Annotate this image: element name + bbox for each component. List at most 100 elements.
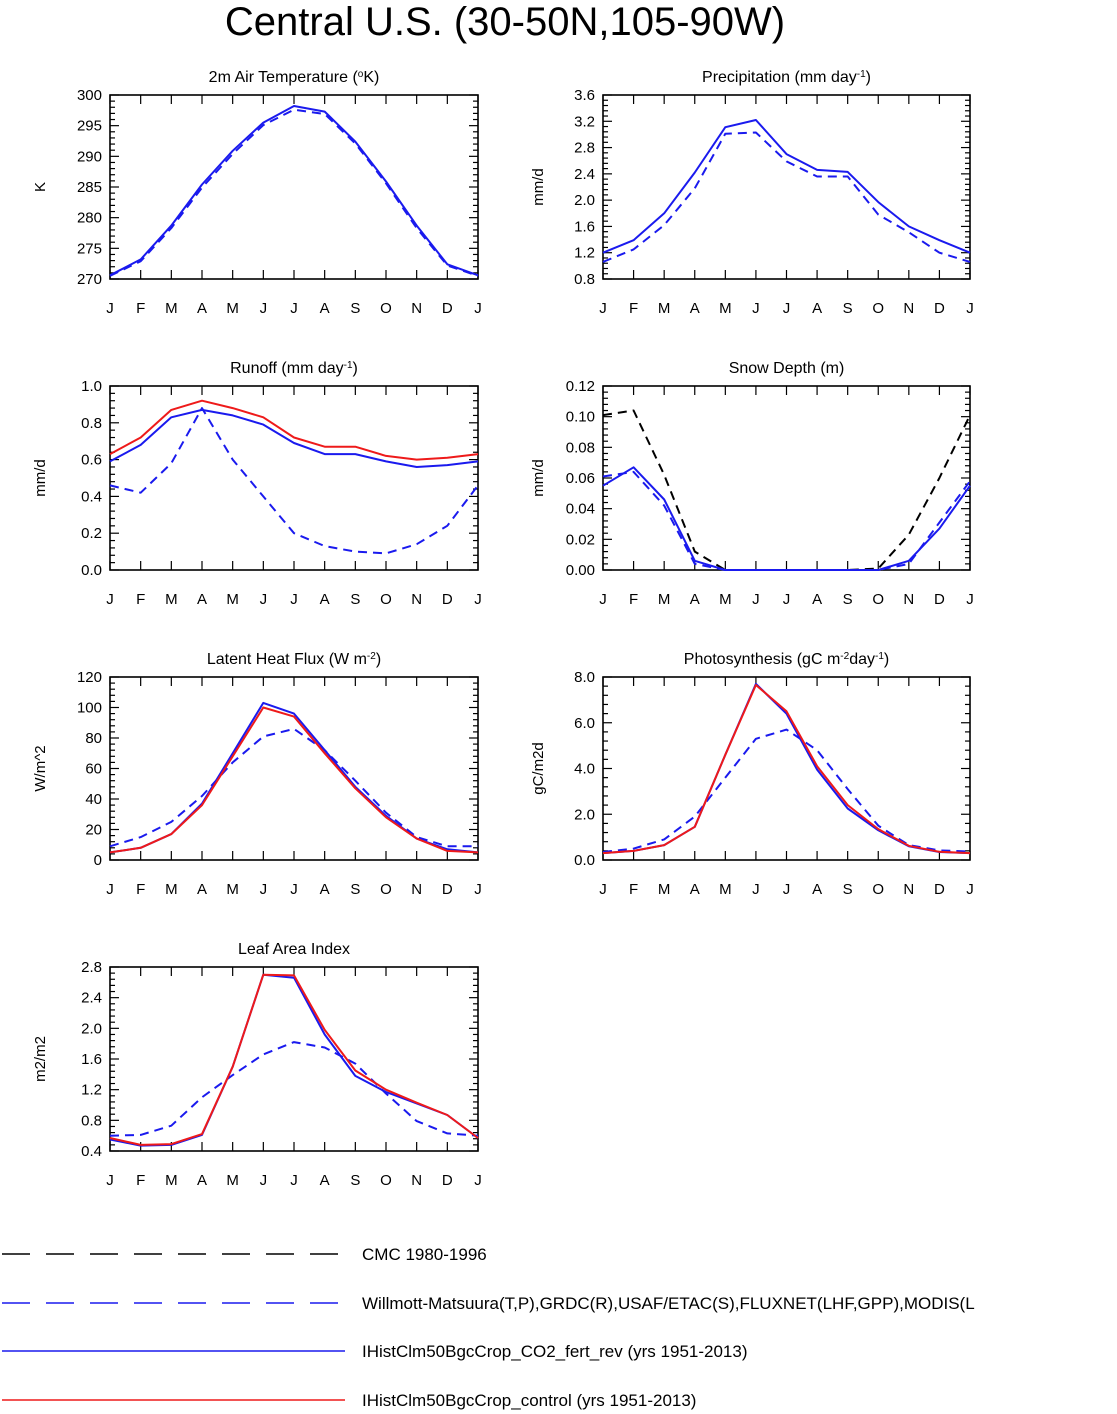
- y-tick-label: 270: [77, 271, 102, 288]
- chart-panel-7: Leaf Area Index 0.4 0.8 1.2 1.6 2.0 2.4 2.8 J F M A…: [32, 941, 482, 1189]
- x-tick-label: D: [934, 300, 945, 317]
- y-tick-label: 60: [85, 761, 102, 778]
- x-tick-label: A: [197, 881, 207, 898]
- x-tick-label: A: [197, 591, 207, 608]
- x-tick-label: J: [106, 591, 114, 608]
- plot-frame: [109, 94, 479, 280]
- y-axis-label: mm/d: [32, 459, 49, 497]
- x-tick-label: M: [165, 881, 178, 898]
- x-tick-label: J: [260, 300, 268, 317]
- x-tick-label: M: [165, 591, 178, 608]
- x-tick-label: A: [690, 300, 700, 317]
- x-tick-label: A: [197, 1172, 207, 1189]
- x-tick-label: A: [320, 591, 330, 608]
- y-tick-label: 0.8: [574, 271, 595, 288]
- y-tick-label: 6.0: [574, 715, 595, 732]
- x-tick-label: A: [812, 300, 822, 317]
- series-line-co2: [109, 105, 479, 277]
- legend-label-obs_cmc: CMC 1980-1996: [362, 1245, 487, 1264]
- x-tick-label: M: [719, 881, 732, 898]
- x-tick-label: A: [320, 300, 330, 317]
- series-line-co2: [602, 682, 971, 855]
- x-tick-label: F: [136, 1172, 145, 1189]
- chart-panel-1: 2m Air Temperature (oK) 270 275 280 285 290 29…: [32, 69, 482, 318]
- y-tick-label: 1.2: [574, 245, 595, 262]
- legend-label-obs: Willmott-Matsuura(T,P),GRDC(R),USAF/ETAC…: [362, 1294, 975, 1313]
- y-tick-label: 0.04: [566, 501, 595, 518]
- x-tick-label: J: [599, 591, 607, 608]
- x-tick-label: M: [658, 300, 671, 317]
- x-tick-label: N: [903, 591, 914, 608]
- series-line-co2: [602, 466, 971, 571]
- x-tick-label: J: [752, 300, 760, 317]
- series-line-control: [109, 973, 479, 1146]
- series-line-obs: [602, 728, 971, 853]
- y-tick-label: 1.0: [81, 378, 102, 395]
- x-tick-label: S: [350, 591, 360, 608]
- x-tick-label: D: [442, 591, 453, 608]
- y-tick-label: 0.00: [566, 562, 595, 579]
- chart-title: Latent Heat Flux (W m-2): [207, 651, 381, 669]
- x-tick-label: J: [106, 1172, 114, 1189]
- x-tick-label: O: [872, 591, 884, 608]
- series-line-obs: [602, 131, 971, 263]
- legend: CMC 1980-1996 Willmott-Matsuura(T,P),GRDC…: [2, 1245, 975, 1410]
- x-tick-label: D: [934, 591, 945, 608]
- y-tick-label: 0.0: [81, 562, 102, 579]
- plot-frame: [109, 676, 479, 861]
- x-tick-label: D: [442, 1172, 453, 1189]
- legend-label-control: IHistClm50BgcCrop_control (yrs 1951-2013…: [362, 1391, 696, 1410]
- x-tick-label: J: [260, 1172, 268, 1189]
- x-tick-label: M: [226, 881, 239, 898]
- x-tick-label: S: [843, 300, 853, 317]
- x-tick-label: A: [320, 881, 330, 898]
- x-tick-label: O: [380, 1172, 392, 1189]
- y-tick-label: 0.2: [81, 525, 102, 542]
- series-line-obs_cmc: [602, 409, 971, 571]
- y-tick-label: 285: [77, 179, 102, 196]
- chart-panel-6: Photosynthesis (gC m-2day-1) 0.0 2.0 4.0 6.0…: [530, 651, 974, 899]
- series-line-obs: [109, 407, 479, 555]
- y-tick-label: 300: [77, 87, 102, 104]
- x-tick-label: D: [442, 300, 453, 317]
- x-tick-label: O: [380, 881, 392, 898]
- x-tick-label: M: [226, 1172, 239, 1189]
- chart-title: Precipitation (mm day-1): [702, 69, 871, 87]
- y-tick-label: 4.0: [574, 761, 595, 778]
- x-tick-label: M: [658, 591, 671, 608]
- y-tick-label: 0: [94, 852, 102, 869]
- x-tick-label: S: [350, 300, 360, 317]
- x-tick-label: J: [106, 300, 114, 317]
- x-tick-label: F: [136, 881, 145, 898]
- x-tick-label: J: [752, 591, 760, 608]
- x-tick-label: S: [843, 591, 853, 608]
- y-tick-label: 2.4: [81, 990, 102, 1007]
- chart-panel-2: Precipitation (mm day-1) 0.8 1.2 1.6 2.0 2.4 2…: [530, 69, 974, 318]
- series-line-control: [109, 706, 479, 854]
- y-tick-label: 40: [85, 791, 102, 808]
- x-tick-label: S: [350, 881, 360, 898]
- series-line-co2: [109, 408, 479, 468]
- y-tick-label: 3.6: [574, 87, 595, 104]
- y-tick-label: 0.8: [81, 415, 102, 432]
- x-tick-label: J: [290, 591, 298, 608]
- x-tick-label: J: [783, 591, 791, 608]
- x-tick-label: F: [629, 300, 638, 317]
- series-line-control: [109, 399, 479, 461]
- y-tick-label: 20: [85, 822, 102, 839]
- x-tick-label: J: [260, 591, 268, 608]
- x-tick-label: J: [966, 591, 974, 608]
- x-tick-label: M: [165, 1172, 178, 1189]
- y-tick-label: 0.10: [566, 409, 595, 426]
- y-tick-label: 275: [77, 240, 102, 257]
- x-tick-label: A: [812, 881, 822, 898]
- y-tick-label: 120: [77, 669, 102, 686]
- x-tick-label: A: [197, 300, 207, 317]
- x-tick-label: N: [411, 300, 422, 317]
- y-tick-label: 2.8: [81, 959, 102, 976]
- x-tick-label: F: [136, 591, 145, 608]
- x-tick-label: J: [752, 881, 760, 898]
- x-tick-label: D: [934, 881, 945, 898]
- x-tick-label: J: [474, 881, 482, 898]
